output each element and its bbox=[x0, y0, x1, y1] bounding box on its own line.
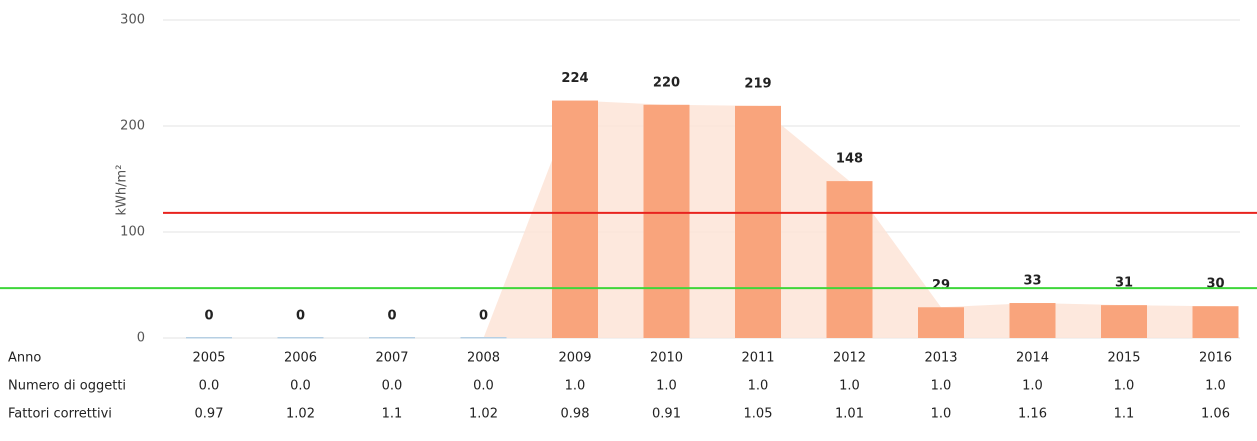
table-cell: 1.0 bbox=[1114, 379, 1135, 394]
value-label: 148 bbox=[836, 152, 863, 167]
y-axis-title: kWh/m² bbox=[115, 165, 130, 216]
table-cell: 1.02 bbox=[469, 407, 498, 422]
x-tick-label: 2006 bbox=[284, 351, 317, 366]
x-tick-label: 2015 bbox=[1107, 351, 1140, 366]
table-cell: 1.0 bbox=[1205, 379, 1226, 394]
table-cell: 0.97 bbox=[195, 407, 224, 422]
row-label: Fattori correttivi bbox=[8, 407, 112, 422]
value-label: 0 bbox=[479, 309, 488, 324]
table-cell: 0.0 bbox=[290, 379, 311, 394]
bar bbox=[1101, 305, 1147, 338]
table-cell: 0.0 bbox=[382, 379, 403, 394]
table-cell: 0.98 bbox=[561, 407, 590, 422]
x-tick-label: 2005 bbox=[192, 351, 225, 366]
x-tick-label: 2010 bbox=[650, 351, 683, 366]
x-tick-label: 2007 bbox=[375, 351, 408, 366]
bar bbox=[826, 181, 873, 338]
bar bbox=[918, 307, 964, 338]
table-cell: 0.0 bbox=[199, 379, 220, 394]
table-cell: 1.0 bbox=[565, 379, 586, 394]
bar bbox=[277, 337, 324, 339]
value-label: 31 bbox=[1115, 276, 1133, 291]
x-tick-label: 2014 bbox=[1016, 351, 1049, 366]
table-cell: 1.0 bbox=[931, 379, 952, 394]
table-cell: 1.0 bbox=[748, 379, 769, 394]
x-tick-label: 2013 bbox=[924, 351, 957, 366]
bar bbox=[1192, 306, 1239, 338]
bar bbox=[369, 337, 415, 339]
value-label: 30 bbox=[1206, 277, 1224, 292]
value-label: 0 bbox=[204, 309, 213, 324]
x-tick-label: 2016 bbox=[1199, 351, 1232, 366]
row-label: Anno bbox=[8, 351, 41, 366]
table-cell: 1.1 bbox=[1114, 407, 1135, 422]
table-cell: 0.91 bbox=[652, 407, 681, 422]
table-cell: 0.0 bbox=[473, 379, 494, 394]
bar bbox=[1009, 303, 1056, 338]
x-tick-label: 2009 bbox=[558, 351, 591, 366]
table-cell: 1.16 bbox=[1018, 407, 1047, 422]
y-tick-label: 300 bbox=[120, 13, 145, 28]
bar bbox=[552, 100, 598, 338]
x-tick-label: 2008 bbox=[467, 351, 500, 366]
table-cell: 1.0 bbox=[931, 407, 952, 422]
table-cell: 1.01 bbox=[835, 407, 864, 422]
table-cell: 1.0 bbox=[839, 379, 860, 394]
area bbox=[209, 100, 1216, 338]
table-cell: 1.05 bbox=[744, 407, 773, 422]
y-tick-label: 200 bbox=[120, 119, 145, 134]
y-tick-label: 0 bbox=[137, 331, 145, 346]
bar bbox=[735, 105, 781, 338]
value-label: 224 bbox=[561, 71, 588, 86]
bar bbox=[460, 337, 507, 339]
table-cell: 1.0 bbox=[656, 379, 677, 394]
table-cell: 1.06 bbox=[1201, 407, 1230, 422]
value-label: 220 bbox=[653, 75, 680, 90]
table-cell: 1.0 bbox=[1022, 379, 1043, 394]
value-label: 0 bbox=[387, 309, 396, 324]
table-cell: 1.1 bbox=[382, 407, 403, 422]
row-label: Numero di oggetti bbox=[8, 379, 126, 394]
value-label: 219 bbox=[744, 76, 771, 91]
bar bbox=[186, 337, 232, 339]
value-label: 0 bbox=[296, 309, 305, 324]
table-cell: 1.02 bbox=[286, 407, 315, 422]
x-tick-label: 2011 bbox=[741, 351, 774, 366]
x-tick-label: 2012 bbox=[833, 351, 866, 366]
y-tick-label: 100 bbox=[120, 225, 145, 240]
bar bbox=[643, 104, 690, 338]
value-label: 29 bbox=[932, 278, 950, 293]
value-label: 33 bbox=[1023, 274, 1041, 289]
